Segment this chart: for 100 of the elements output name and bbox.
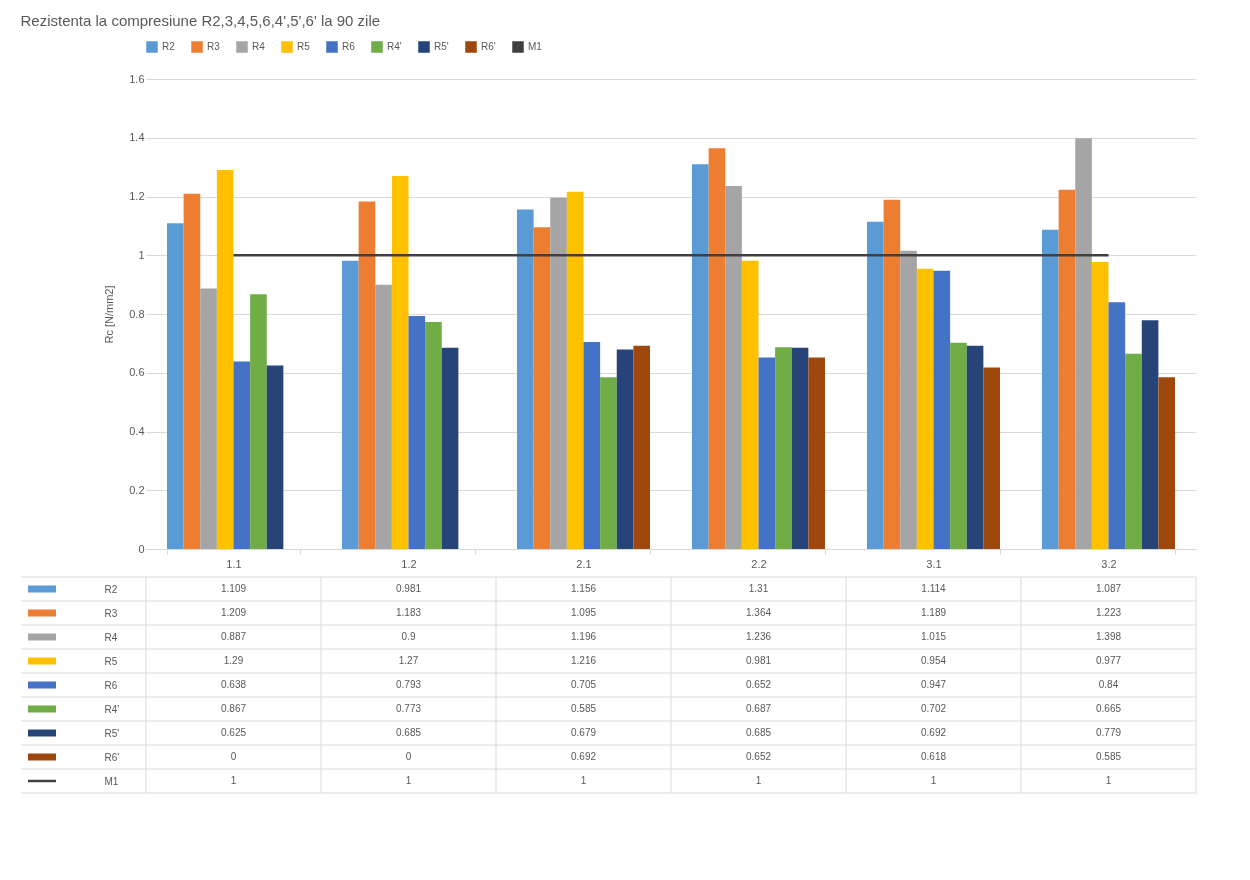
- bar: [533, 227, 551, 549]
- data-label: 1: [930, 775, 937, 786]
- data-label: 0.954: [920, 655, 947, 666]
- text: R3: [104, 607, 118, 619]
- bar: [741, 260, 759, 549]
- text: R5: [104, 655, 118, 667]
- legend-label: M1: [528, 41, 543, 52]
- bar: [916, 268, 934, 549]
- bar: [692, 164, 709, 549]
- bar: [616, 349, 634, 549]
- data-label: 1: [580, 775, 587, 786]
- legend-label: R4: [252, 41, 266, 52]
- data-label: 1: [1105, 775, 1112, 786]
- y-tick-label: 0.4: [129, 425, 145, 437]
- data-label: 0.793: [395, 679, 422, 690]
- x-tick-label: 1.1: [226, 557, 242, 570]
- data-label: 1.398: [1095, 631, 1122, 642]
- text: R2: [104, 583, 118, 595]
- data-label: 0.625: [220, 727, 247, 738]
- data-label: 1.109: [220, 583, 247, 594]
- bar: [233, 361, 251, 549]
- bar: [167, 223, 184, 549]
- data-label: 0.685: [745, 727, 772, 738]
- data-label: 0.887: [220, 631, 247, 642]
- y-tick-label: 1.2: [129, 190, 145, 202]
- bar: [583, 341, 601, 549]
- legend-label: R4': [387, 41, 402, 52]
- data-label: 1: [230, 775, 237, 786]
- data-label: 0.665: [1095, 703, 1122, 714]
- data-label: 1.156: [570, 583, 597, 594]
- data-label: 0.585: [1095, 751, 1122, 762]
- data-label: 0.981: [745, 655, 772, 666]
- data-label: 0.9: [401, 631, 416, 642]
- bar: [708, 148, 726, 549]
- data-label: 1.209: [220, 607, 247, 618]
- data-label: 1: [405, 775, 412, 786]
- legend-label: R3: [207, 41, 221, 52]
- bar: [808, 357, 825, 549]
- data-label: 1.114: [921, 583, 947, 594]
- data-label: 1.189: [920, 607, 947, 618]
- bar: [441, 347, 459, 549]
- data-label: 0.702: [920, 703, 947, 714]
- data-label: 1.29: [223, 655, 244, 666]
- data-label: 1.095: [570, 607, 597, 618]
- data-label: 0.652: [745, 679, 772, 690]
- text: R6: [104, 679, 118, 691]
- text: R4: [104, 631, 118, 643]
- bar: [358, 201, 376, 549]
- legend-label: R6': [481, 41, 496, 52]
- bar: [342, 260, 359, 549]
- bar: [216, 170, 234, 549]
- data-label: 0.685: [395, 727, 422, 738]
- text: R6': [104, 751, 120, 763]
- data-label: 0.638: [220, 679, 247, 690]
- legend-label: R2: [162, 41, 176, 52]
- bar: [1158, 377, 1175, 549]
- y-tick-label: 0: [138, 542, 145, 555]
- text: R5': [104, 727, 120, 739]
- data-label: 0: [405, 751, 412, 762]
- y-tick-label: 1.6: [129, 72, 145, 85]
- data-label: 0.618: [920, 751, 947, 762]
- x-tick-label: 2.1: [576, 557, 592, 570]
- data-label: 0.687: [745, 703, 772, 714]
- bar: [1108, 302, 1126, 549]
- bar: [375, 284, 392, 549]
- bar: [775, 347, 792, 549]
- bar: [867, 221, 884, 549]
- bar: [633, 345, 650, 549]
- bar: [966, 345, 984, 549]
- data-label: 0.585: [570, 703, 597, 714]
- data-label: 1.236: [745, 631, 772, 642]
- data-label: 1.196: [570, 631, 597, 642]
- data-label: 1: [755, 775, 762, 786]
- data-label: 0.773: [395, 703, 422, 714]
- text: M1: [104, 775, 119, 787]
- bar: [1125, 353, 1142, 549]
- bar: [791, 347, 809, 549]
- data-label: 0.705: [570, 679, 597, 690]
- data-label: 0.977: [1095, 655, 1122, 666]
- bar: [391, 175, 409, 549]
- data-label: 1.364: [745, 607, 772, 618]
- y-tick-label: 1.4: [129, 131, 145, 144]
- bar: [250, 294, 267, 549]
- bar: [1091, 262, 1109, 549]
- bar: [517, 209, 534, 549]
- legend-label: R6: [342, 41, 356, 52]
- y-tick-label: 0.6: [129, 366, 145, 379]
- y-tick-label: 0.2: [129, 483, 145, 496]
- data-label: 0.779: [1095, 727, 1122, 738]
- data-label: 1.31: [748, 583, 769, 594]
- bar: [1141, 320, 1159, 549]
- bar: [408, 316, 426, 549]
- bar: [900, 250, 917, 549]
- bar: [566, 191, 584, 549]
- data-label: 1.27: [398, 655, 419, 666]
- data-label: 1.216: [570, 655, 597, 666]
- data-label: 1.087: [1095, 583, 1122, 594]
- data-label: 1.015: [920, 631, 947, 642]
- data-label: 1.183: [395, 607, 422, 618]
- bar: [725, 185, 742, 549]
